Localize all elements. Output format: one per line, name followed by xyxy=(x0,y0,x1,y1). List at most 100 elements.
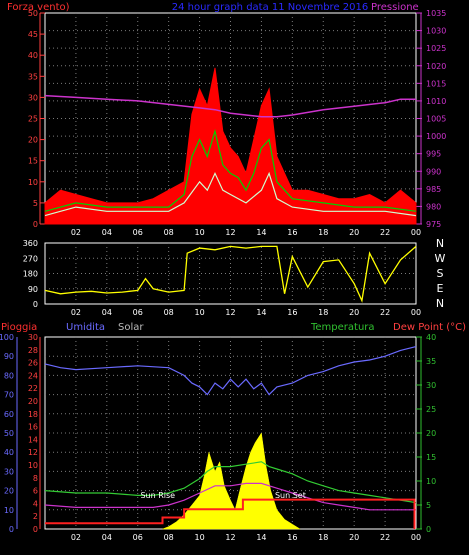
direction-y-tick: 0 xyxy=(33,300,38,309)
p2-x-tick: 14 xyxy=(256,308,266,317)
rain-y-tick: 26 xyxy=(28,359,38,368)
direction-y-tick: 180 xyxy=(23,270,38,279)
pressure-y-tick: 1035 xyxy=(426,9,446,18)
p3-x-tick: 22 xyxy=(380,533,390,542)
rain-y-tick: 10 xyxy=(28,461,38,470)
compass-letter-n: N xyxy=(436,297,444,310)
rain-y-tick: 2 xyxy=(33,512,38,521)
humidity-y-tick: 80 xyxy=(4,371,14,380)
temperature-y-tick: 35 xyxy=(426,357,436,366)
pressure-y-tick: 1000 xyxy=(426,132,446,141)
pressure-y-tick: 1005 xyxy=(426,115,446,124)
p3-x-tick: 12 xyxy=(225,533,235,542)
wind-y-tick: 45 xyxy=(28,30,38,39)
p2-x-tick: 04 xyxy=(102,308,112,317)
humidity-y-tick: 100 xyxy=(0,333,14,342)
rain-line xyxy=(45,498,416,529)
p3-x-tick: 00 xyxy=(411,533,421,542)
p1-x-tick: 16 xyxy=(287,228,297,237)
humidity-y-tick: 0 xyxy=(9,525,14,534)
humidity-y-tick: 70 xyxy=(4,391,14,400)
temperature-y-tick: 40 xyxy=(426,333,436,342)
rain-y-tick: 24 xyxy=(28,371,38,380)
p3-x-tick: 14 xyxy=(256,533,266,542)
p3-x-tick: 04 xyxy=(102,533,112,542)
wind-y-tick: 0 xyxy=(33,220,38,229)
direction-y-tick: 270 xyxy=(23,254,38,263)
rain-y-tick: 8 xyxy=(33,474,38,483)
wind-y-tick: 5 xyxy=(33,199,38,208)
humidity-line xyxy=(44,346,417,396)
gust-line xyxy=(44,128,417,212)
temperature-y-tick: 10 xyxy=(426,477,436,486)
p1-x-tick: 12 xyxy=(225,228,235,237)
p2-x-tick: 18 xyxy=(318,308,328,317)
rain-axis-title: Pioggia xyxy=(1,322,37,333)
direction-y-tick: 90 xyxy=(28,285,38,294)
temperature-y-tick: 0 xyxy=(426,525,431,534)
humidity-y-tick: 40 xyxy=(4,448,14,457)
p2-x-tick: 02 xyxy=(71,308,81,317)
wind-y-tick: 40 xyxy=(28,51,38,60)
p2-x-tick: 08 xyxy=(164,308,174,317)
temperature-axis-title: Temperatura xyxy=(310,322,375,333)
rain-y-tick: 4 xyxy=(33,499,38,508)
wind-y-tick: 25 xyxy=(28,115,38,124)
temperature-y-tick: 5 xyxy=(426,501,431,510)
rain-y-tick: 18 xyxy=(28,410,38,419)
pressure-axis-title: Pressione xyxy=(371,2,419,13)
rain-y-tick: 16 xyxy=(28,423,38,432)
rain-y-tick: 22 xyxy=(28,384,38,393)
humidity-temperature-panel: 02 04 06 08 10 12 14 16 18 20 22 000102030405060708… xyxy=(0,333,436,542)
pressure-y-tick: 1020 xyxy=(426,62,446,71)
pressure-y-tick: 1010 xyxy=(426,97,446,106)
p2-x-tick: 06 xyxy=(133,308,143,317)
p3-x-tick: 06 xyxy=(133,533,143,542)
p1-x-tick: 04 xyxy=(102,228,112,237)
p3-x-tick: 10 xyxy=(194,533,204,542)
rain-y-tick: 0 xyxy=(33,525,38,534)
temperature-y-tick: 30 xyxy=(426,381,436,390)
humidity-axis-title: Umidita xyxy=(66,322,105,333)
compass-letter-s: S xyxy=(437,267,444,280)
p1-x-tick: 10 xyxy=(194,228,204,237)
pressure-y-tick: 975 xyxy=(426,220,441,229)
humidity-y-tick: 30 xyxy=(4,467,14,476)
temperature-line xyxy=(44,461,417,504)
p2-x-tick: 16 xyxy=(287,308,297,317)
wind-y-tick: 50 xyxy=(28,9,38,18)
wind-y-tick: 15 xyxy=(28,157,38,166)
humidity-y-tick: 60 xyxy=(4,410,14,419)
wind-y-tick: 10 xyxy=(28,178,38,187)
dewpoint-line xyxy=(44,482,416,511)
pressure-y-tick: 1025 xyxy=(426,44,446,53)
compass-letter-w: W xyxy=(435,252,446,265)
rain-y-tick: 28 xyxy=(28,346,38,355)
chart-title: 24 hour graph data 11 Novembre 2016 xyxy=(172,2,368,13)
p1-x-tick: 14 xyxy=(256,228,266,237)
solar-title: Solar xyxy=(118,322,144,333)
rain-y-tick: 12 xyxy=(28,448,38,457)
rain-y-tick: 20 xyxy=(28,397,38,406)
humidity-y-tick: 20 xyxy=(4,487,14,496)
p3-x-tick: 18 xyxy=(318,533,328,542)
pressure-line xyxy=(44,94,416,118)
dewpoint-axis-title: Dew Point (°C) xyxy=(393,322,466,333)
wind-y-tick: 35 xyxy=(28,72,38,81)
direction-line xyxy=(44,245,417,303)
temperature-y-tick: 20 xyxy=(426,429,436,438)
sunrise-label: Sun Rise xyxy=(140,491,175,500)
p1-x-tick: 00 xyxy=(411,228,421,237)
wind-pressure-panel: 02 04 06 08 10 12 14 16 18 20 22 000510152025303540… xyxy=(28,9,447,237)
rain-y-tick: 14 xyxy=(28,435,38,444)
pressure-y-tick: 985 xyxy=(426,185,441,194)
pressure-y-tick: 1015 xyxy=(426,79,446,88)
average-wind-line xyxy=(44,171,417,217)
pressure-y-tick: 980 xyxy=(426,202,441,211)
p1-x-tick: 02 xyxy=(71,228,81,237)
humidity-y-tick: 90 xyxy=(4,352,14,361)
p3-x-tick: 20 xyxy=(349,533,359,542)
